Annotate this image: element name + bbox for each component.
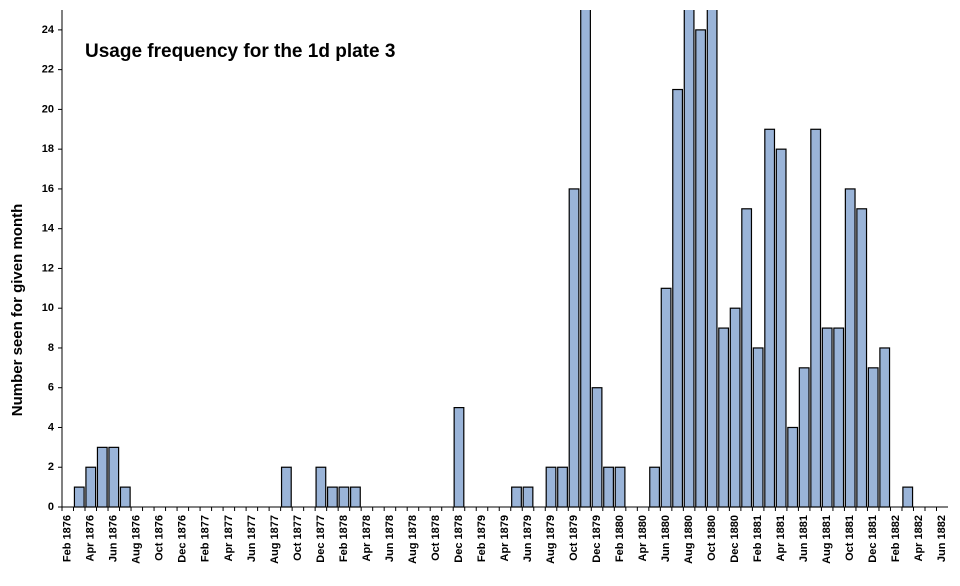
bar [591, 387, 603, 508]
bar [856, 208, 868, 508]
x-tick-label: Feb 1880 [614, 515, 626, 562]
x-tick-label: Feb 1879 [476, 515, 488, 562]
bar [557, 466, 568, 508]
x-tick-label: Feb 1882 [890, 515, 902, 562]
bar [580, 10, 591, 508]
bar [672, 88, 684, 508]
y-tick-label: 8 [48, 342, 54, 354]
bar [119, 486, 131, 508]
x-tick-label: Dec 1878 [453, 515, 465, 563]
bar [752, 347, 764, 508]
y-tick-label: 22 [42, 64, 54, 76]
x-tick-label: Jun 1879 [522, 515, 534, 562]
bar [844, 188, 856, 508]
bar [775, 148, 787, 508]
x-tick-label: Aug 1880 [683, 515, 695, 564]
x-tick-label: Oct 1881 [844, 515, 856, 561]
bar [511, 486, 522, 508]
bar [867, 367, 879, 508]
bar [349, 486, 361, 508]
bar [660, 287, 672, 508]
bar [764, 128, 776, 508]
bar [545, 466, 557, 508]
bar [614, 466, 626, 508]
x-tick-label: Oct 1880 [706, 515, 718, 561]
bar [821, 327, 833, 508]
bar [810, 128, 822, 508]
y-tick-label: 0 [48, 501, 54, 513]
bar [73, 486, 85, 508]
x-tick-label: Aug 1881 [821, 515, 833, 564]
chart-title: Usage frequency for the 1d plate 3 [85, 41, 395, 62]
bar [315, 466, 327, 508]
x-tick-label: Apr 1877 [223, 515, 235, 561]
y-tick-label: 2 [48, 461, 54, 473]
x-tick-label: Aug 1878 [407, 515, 419, 564]
x-tick-label: Jun 1882 [936, 515, 948, 562]
x-tick-label: Apr 1879 [499, 515, 511, 561]
x-tick-label: Oct 1876 [154, 515, 166, 561]
x-tick-label: Jun 1877 [246, 515, 258, 562]
x-tick-label: Feb 1881 [752, 515, 764, 562]
x-tick-label: Oct 1877 [292, 515, 304, 561]
x-tick-label: Jun 1876 [108, 515, 120, 562]
bar [96, 446, 108, 508]
y-tick-label: 20 [42, 103, 54, 115]
bar [649, 466, 661, 508]
bar [338, 486, 350, 508]
x-tick-label: Apr 1878 [361, 515, 373, 561]
y-axis-label: Number seen for given month [9, 204, 26, 417]
x-tick-label: Apr 1876 [85, 515, 97, 561]
x-tick-label: Aug 1879 [545, 515, 557, 564]
x-tick-label: Feb 1878 [338, 515, 350, 562]
x-tick-label: Dec 1877 [315, 515, 327, 563]
y-tick-label: 18 [42, 143, 54, 155]
bar [683, 10, 695, 508]
bar [706, 10, 718, 508]
bar [568, 188, 580, 508]
y-tick-label: 16 [42, 183, 54, 195]
x-tick-label: Apr 1880 [637, 515, 649, 561]
x-tick-label: Apr 1882 [913, 515, 925, 561]
x-tick-label: Feb 1877 [200, 515, 212, 562]
bar [453, 407, 465, 508]
bar [85, 466, 97, 508]
x-tick-label: Dec 1881 [867, 515, 879, 563]
y-tick-label: 10 [42, 302, 54, 314]
x-tick-label: Aug 1877 [269, 515, 281, 564]
bar [326, 486, 338, 508]
bar [902, 486, 914, 508]
x-tick-label: Dec 1879 [591, 515, 603, 563]
x-tick-label: Jun 1880 [660, 515, 672, 562]
x-tick-label: Oct 1878 [430, 515, 442, 561]
y-tick-label: 4 [48, 421, 55, 433]
x-tick-label: Jun 1881 [798, 515, 810, 562]
bar [879, 347, 891, 508]
y-tick-label: 24 [42, 24, 55, 36]
bar [108, 446, 120, 508]
x-tick-label: Aug 1876 [131, 515, 143, 564]
bar [522, 486, 534, 508]
x-tick-label: Dec 1880 [729, 515, 741, 563]
bar [718, 327, 730, 508]
bar [787, 426, 799, 508]
bar [695, 29, 707, 508]
bar [729, 307, 741, 508]
y-tick-label: 14 [42, 223, 55, 235]
bar [603, 466, 614, 508]
x-tick-label: Jun 1878 [384, 515, 396, 562]
bar [798, 367, 810, 508]
x-tick-label: Oct 1879 [568, 515, 580, 561]
x-tick-label: Dec 1876 [177, 515, 189, 563]
y-tick-label: 6 [48, 382, 54, 394]
x-tick-label: Feb 1876 [62, 515, 74, 562]
bar [833, 327, 845, 508]
bar [741, 208, 753, 508]
bar [280, 466, 292, 508]
x-tick-label: Apr 1881 [775, 515, 787, 561]
bars [73, 10, 914, 508]
y-tick-label: 12 [42, 262, 54, 274]
